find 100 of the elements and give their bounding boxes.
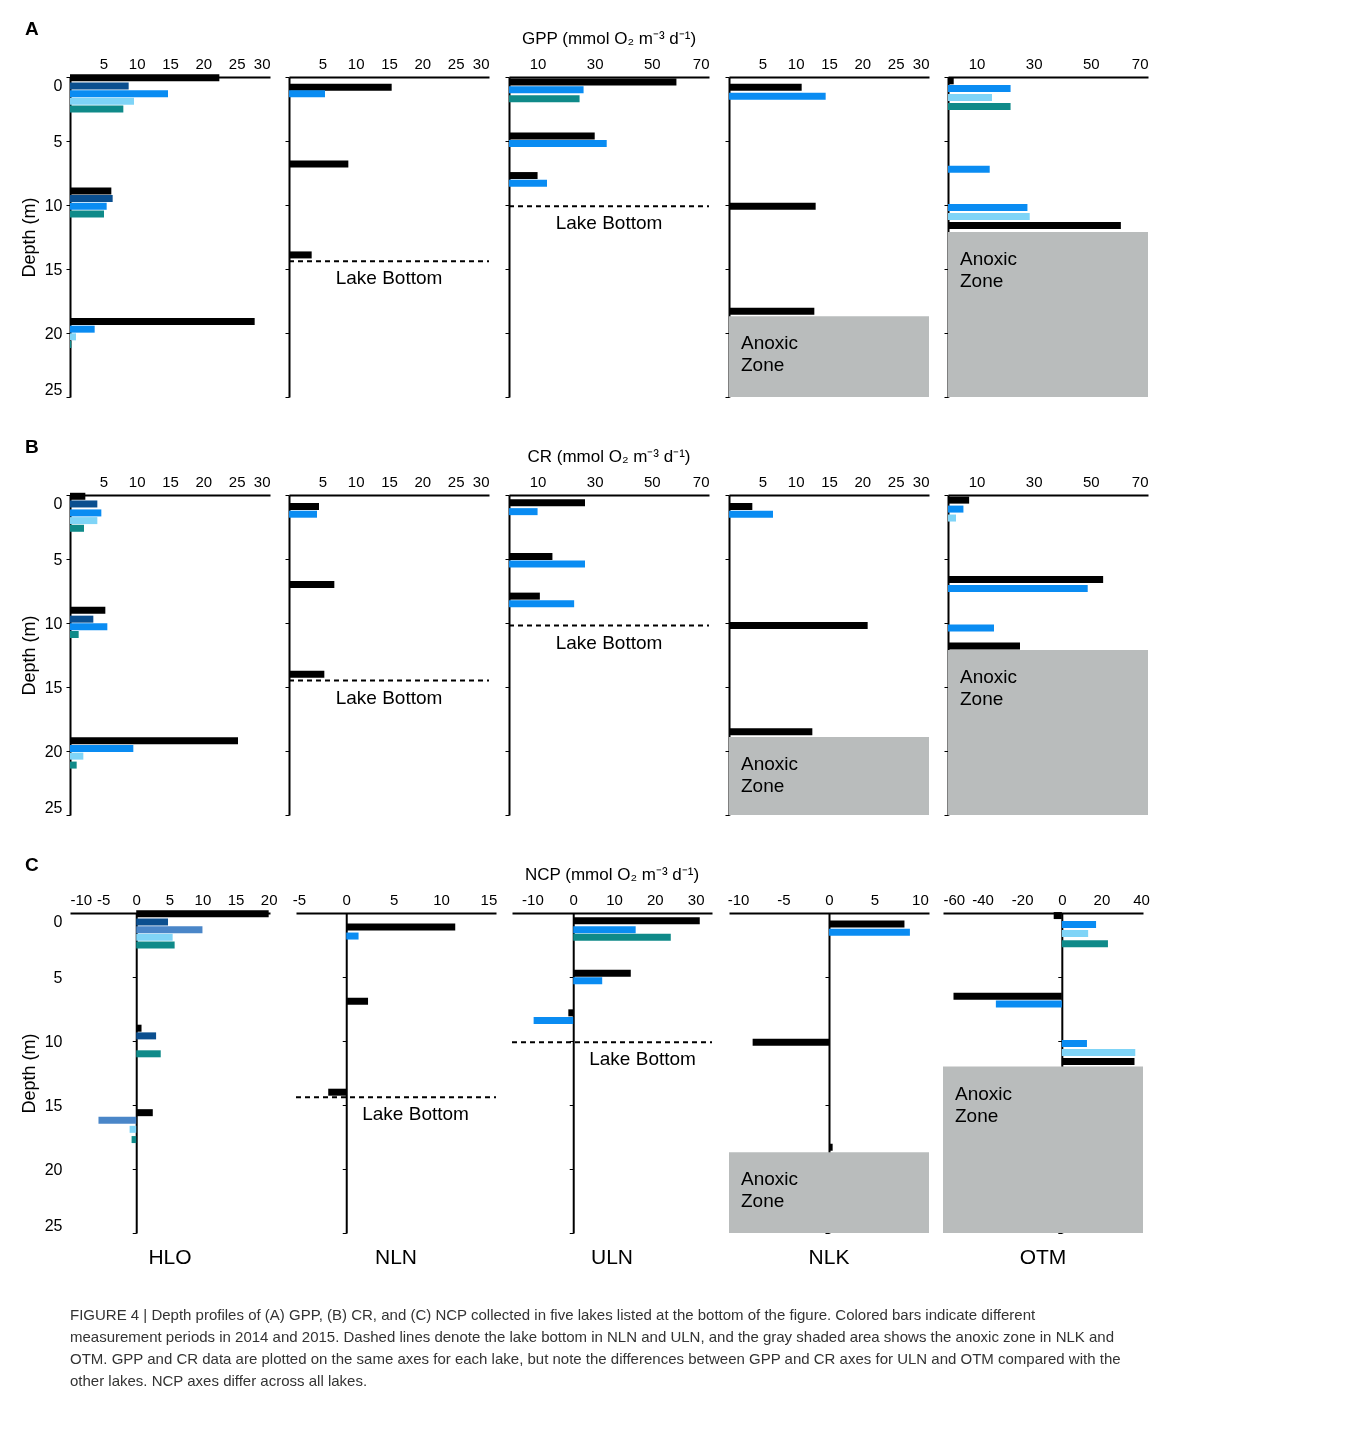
ref-line-label: Lake Bottom (555, 631, 663, 653)
x-tick-label: 10 (787, 54, 805, 72)
x-tick-label: 20 (195, 54, 213, 72)
x-tick-label: 30 (687, 890, 705, 908)
x-tick-label: 15 (381, 472, 398, 490)
ref-line-label: Lake Bottom (555, 212, 663, 234)
text: B (25, 436, 39, 457)
x-tick-label: 15 (480, 890, 498, 908)
x-tick-label: 10 (347, 54, 365, 72)
x-tick-label: 0 (825, 890, 834, 908)
band-label: Anoxic Zone (960, 665, 1018, 709)
x-tick-label: 25 (447, 54, 465, 72)
x-tick-label: 5 (99, 472, 109, 490)
x-tick-label: 30 (1025, 54, 1043, 72)
band-label: Anoxic Zone (741, 752, 799, 796)
x-tick-label: 15 (821, 54, 838, 72)
x-axis-title: HLO (148, 1245, 192, 1268)
x-tick-label: 30 (472, 472, 490, 490)
bar (729, 510, 773, 518)
x-tick-label: 20 (854, 472, 872, 490)
y-tick-label: 0 (53, 76, 63, 94)
x-tick-label: 10 (347, 472, 365, 490)
x-tick-label: -10 (522, 890, 544, 908)
bar (1061, 921, 1097, 929)
x-tick-label: 10 (529, 54, 547, 72)
x-tick-label: 50 (1083, 54, 1100, 72)
y-tick-label: 0 (53, 912, 63, 930)
x-tick-label: 70 (1131, 54, 1149, 72)
bar (573, 977, 603, 985)
x-tick-label: 10 (912, 890, 929, 908)
x-tick-label: 25 (228, 472, 246, 490)
bar (289, 90, 325, 98)
x-tick-label: 30 (1025, 472, 1043, 490)
x-tick-label: 20 (647, 890, 664, 908)
bar (829, 928, 910, 936)
band-label: Anoxic Zone (955, 1082, 1013, 1126)
y-tick-label: 0 (53, 494, 63, 512)
bar (346, 932, 359, 940)
x-tick-label: 15 (227, 890, 245, 908)
band-label: Anoxic Zone (741, 1168, 799, 1212)
bar (573, 926, 636, 934)
y-tick-label: 10 (44, 196, 63, 214)
x-tick-label: 15 (381, 54, 398, 72)
x-tick-label: 5 (758, 472, 768, 490)
x-tick-label: 30 (912, 54, 930, 72)
chart-title: NCP (mmol O₂ m⁻³ d⁻¹) (524, 865, 700, 884)
x-tick-label: 30 (586, 472, 604, 490)
legend-label: Lake Bottom (362, 1103, 469, 1125)
x-tick-label: 15 (162, 54, 179, 72)
ref-line-label: Lake Bottom (335, 267, 443, 289)
x-tick-label: 15 (162, 472, 179, 490)
x-tick-label: -60 (943, 890, 966, 908)
x-tick-label: 70 (692, 472, 710, 490)
y-axis-title: Depth (m) (18, 615, 39, 696)
x-tick-label: 20 (1093, 890, 1111, 908)
y-axis-title: Depth (m) (18, 1033, 39, 1114)
y-tick-label: 5 (53, 550, 63, 568)
x-tick-label: 25 (887, 54, 905, 72)
x-tick-label: -5 (777, 890, 791, 908)
y-axis-title: Depth (m) (18, 197, 39, 278)
legend-label: Lake Bottom (589, 1048, 696, 1070)
x-tick-label: 0 (342, 890, 351, 908)
bar (1061, 1049, 1136, 1057)
x-tick-label: -5 (96, 890, 111, 908)
y-tick-label: 25 (44, 1216, 63, 1234)
x-tick-label: 5 (758, 54, 768, 72)
x-tick-label: 20 (195, 472, 213, 490)
x-tick-label: 5 (389, 890, 399, 908)
x-tick-label: 30 (472, 54, 490, 72)
bar (1061, 1040, 1087, 1048)
x-tick-label: 20 (414, 472, 432, 490)
x-tick-label: -20 (1011, 890, 1034, 908)
x-tick-label: 25 (447, 472, 465, 490)
x-tick-label: 0 (132, 890, 141, 908)
x-axis-title: NLK (808, 1245, 850, 1268)
x-tick-label: 20 (854, 54, 872, 72)
x-axis-title: NLN (374, 1245, 418, 1268)
y-tick-label: 10 (44, 614, 63, 632)
y-tick-label: 20 (44, 324, 63, 342)
x-tick-label: 30 (586, 54, 604, 72)
x-tick-label: 50 (644, 472, 661, 490)
x-tick-label: 5 (318, 472, 328, 490)
x-tick-label: 30 (253, 54, 271, 72)
x-tick-label: 50 (644, 54, 661, 72)
x-tick-label: 10 (968, 54, 986, 72)
x-tick-label: 10 (194, 890, 212, 908)
chart-title: GPP (mmol O₂ m⁻³ d⁻¹) (521, 29, 697, 48)
x-tick-label: 10 (128, 54, 146, 72)
x-tick-label: 40 (1133, 890, 1150, 908)
x-tick-label: 10 (787, 472, 805, 490)
x-tick-label: -40 (972, 890, 994, 908)
x-tick-label: 0 (1058, 890, 1067, 908)
x-tick-label: 10 (606, 890, 623, 908)
x-tick-label: 70 (692, 54, 710, 72)
x-tick-label: 15 (821, 472, 838, 490)
y-tick-label: 25 (44, 798, 63, 816)
x-tick-label: 25 (228, 54, 246, 72)
y-tick-label: 15 (44, 1096, 63, 1114)
caption: FIGURE 4 | Depth profiles of (A) GPP, (B) CR, and (C) NCP collected in five lakes listed at the bottom of the figure. Colored bars indicate different measurement periods in 2014 and 2015. Dashed lines denote the lake bottom in NLN and ULN, and the gray shaded area shows the anoxic zone in NLK and OTM. GPP and CR data are plotted on the same axes for each lake, but note the differences between GPP and CR axes for ULN and OTM compared with the other lakes. NCP axes differ across all lakes. (70, 1306, 1121, 1389)
x-tick-label: 10 (128, 472, 146, 490)
